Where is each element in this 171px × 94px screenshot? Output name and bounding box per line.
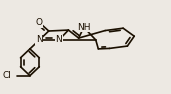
Text: N: N — [56, 35, 62, 44]
Text: NH: NH — [77, 23, 90, 32]
Text: Cl: Cl — [3, 71, 11, 80]
Text: N: N — [36, 35, 43, 44]
Text: O: O — [36, 18, 43, 27]
